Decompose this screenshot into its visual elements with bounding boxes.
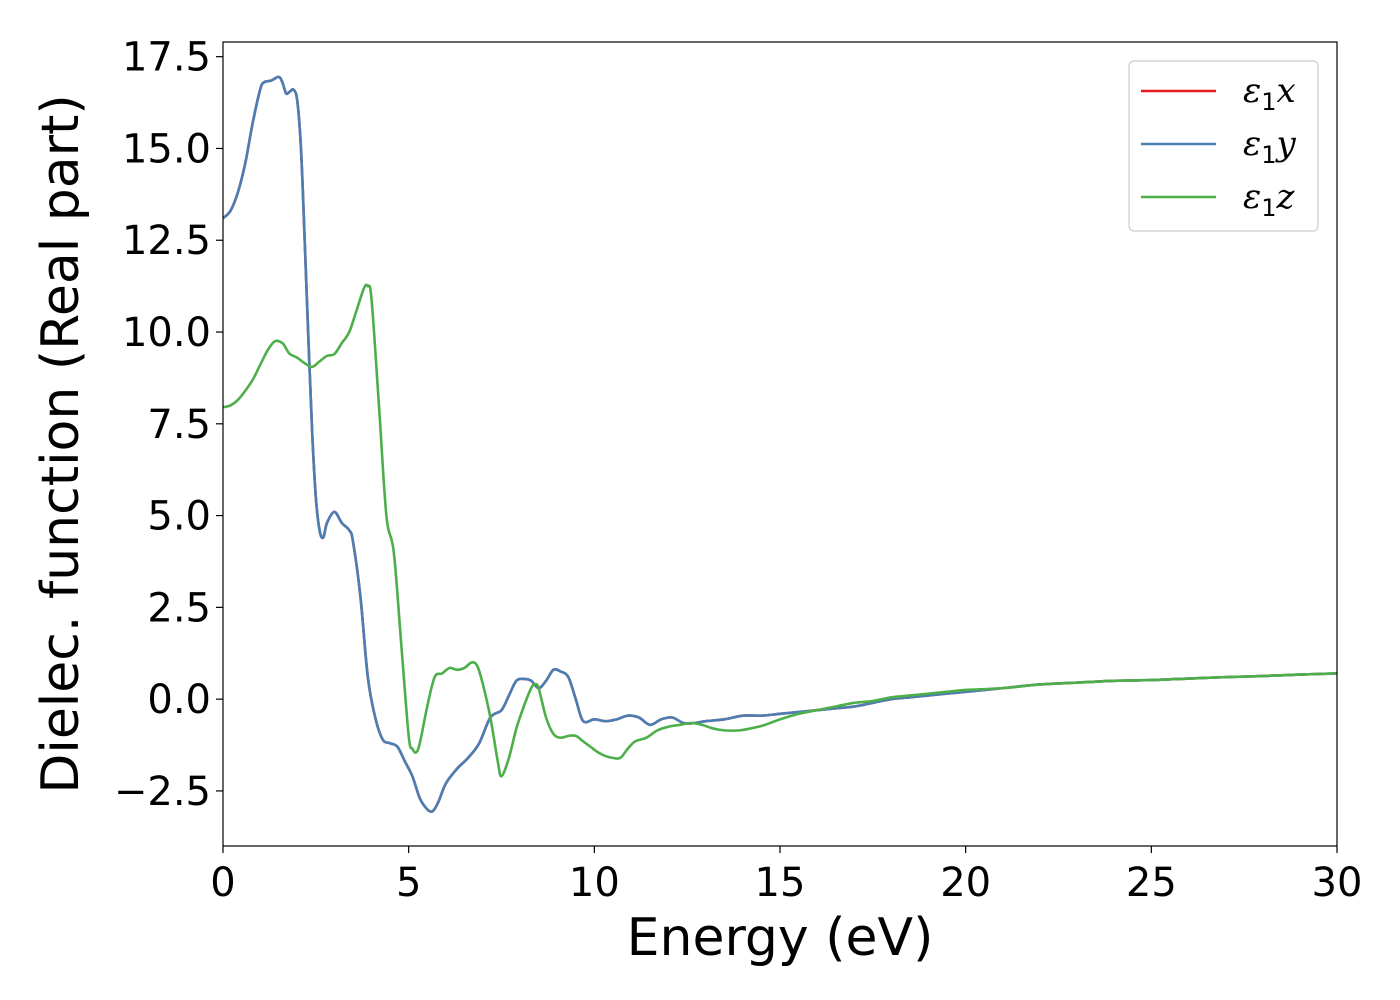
x-tick-label: 30 [1312,860,1363,906]
y-tick-label: 10.0 [122,310,211,356]
x-tick-label: 10 [569,860,620,906]
x-tick-label: 5 [396,860,421,906]
y-tick-label: 7.5 [147,402,211,448]
y-tick-label: 5.0 [147,494,211,540]
legend-label: ε1y [1243,124,1297,169]
y-axis: −2.5 0.0 2.5 5.0 7.5 10.0 12.5 15.0 17.5 [114,35,223,815]
series-line-z [223,283,1337,778]
legend-label: ε1z [1243,177,1296,222]
x-tick-label: 0 [210,860,235,906]
legend-label: ε1x [1243,71,1296,116]
series-layer [223,75,1337,813]
x-tick-label: 15 [755,860,806,906]
y-tick-label: 15.0 [122,126,211,172]
y-tick-label: 0.0 [147,677,211,723]
x-axis: 0 5 10 15 20 25 30 [210,846,1362,906]
y-tick-label: −2.5 [114,769,211,815]
y-tick-label: 17.5 [122,35,211,81]
x-tick-label: 25 [1126,860,1177,906]
legend: ε1x ε1y ε1z [1128,60,1319,232]
legend-box [1128,60,1319,232]
y-axis-title: Dielec. function (Real part) [31,94,91,793]
x-axis-title: Energy (eV) [627,908,934,968]
x-tick-label: 20 [940,860,991,906]
y-tick-label: 2.5 [147,585,211,631]
series-line-y [223,75,1337,813]
y-tick-label: 12.5 [122,218,211,264]
